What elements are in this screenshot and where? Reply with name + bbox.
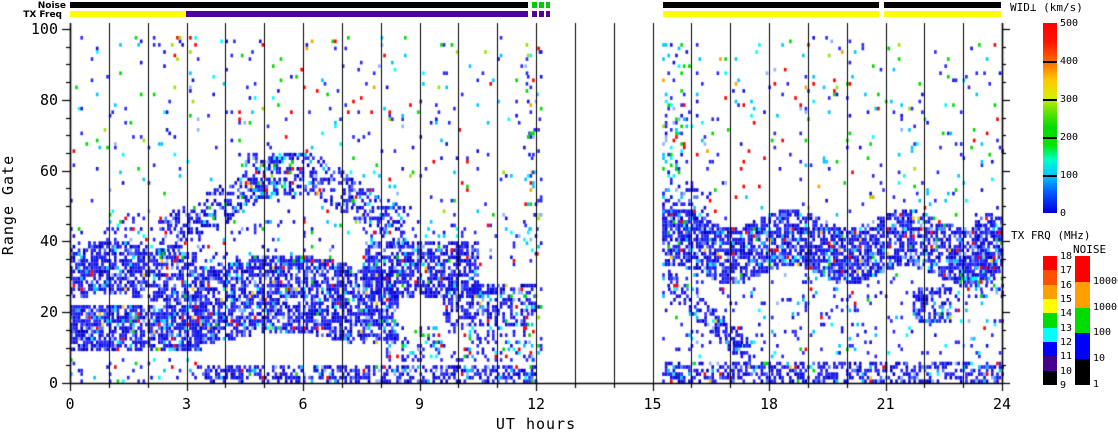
noise-colorbar-tick-label: 10: [1093, 353, 1106, 365]
noise-colorbar-tick-label: 10000: [1093, 275, 1118, 287]
txfrq-colorbar-tick-label: 12: [1060, 337, 1073, 348]
txfrq-colorbar-segment: [1043, 299, 1057, 314]
wid-colorbar-tickline: [1043, 137, 1057, 139]
noise-colorbar-segment: [1075, 333, 1090, 360]
x-tick-label: 24: [992, 395, 1012, 413]
noise-bar-segment: [663, 2, 879, 8]
y-tick-label: 80: [39, 90, 58, 109]
wid-colorbar-title: WID⊥ (km/s): [1010, 1, 1083, 14]
txfrq-colorbar-segment: [1043, 270, 1057, 285]
txfrq-colorbar-segment: [1043, 284, 1057, 299]
noise-colorbar-segment: [1075, 256, 1090, 282]
noise-bar-segment: [70, 2, 528, 8]
noise-colorbar-tick-label: 1000: [1093, 301, 1118, 313]
wid-colorbar-tick-label: 300: [1060, 94, 1079, 105]
noise-colorbar-segment: [1075, 281, 1090, 308]
y-tick-label: 20: [39, 303, 58, 322]
x-axis-title: UT hours: [495, 415, 577, 433]
wid-colorbar-tickline: [1043, 175, 1057, 177]
txfrq-colorbar-tick-label: 18: [1060, 251, 1073, 262]
wid-colorbar-tickline: [1043, 61, 1057, 63]
noise-bar-segment: [546, 2, 550, 8]
txfrq-colorbar-segment: [1043, 342, 1057, 357]
txfreq-bar-label: TX Freq: [23, 10, 62, 20]
txfreq-bar-segment: [532, 11, 537, 17]
y-tick-label: 100: [30, 20, 58, 38]
txfrq-colorbar: [1043, 256, 1057, 385]
x-tick-label: 6: [298, 395, 308, 413]
wid-colorbar-tick-label: 400: [1060, 56, 1079, 67]
x-tick-label: 0: [65, 395, 75, 413]
txfreq-bar-segment: [539, 11, 544, 17]
txfrq-colorbar-title: TX FRQ (MHz): [1011, 229, 1091, 242]
txfreq-bar-segment: [663, 11, 879, 17]
txfrq-colorbar-segment: [1043, 370, 1057, 385]
y-tick-label: 40: [39, 232, 58, 251]
txfreq-bar-segment: [186, 11, 528, 17]
y-tick-label: 0: [48, 374, 58, 392]
wid-colorbar-tick-label: 500: [1060, 18, 1079, 29]
txfrq-colorbar-tick-label: 16: [1060, 279, 1073, 291]
txfrq-colorbar-tick-label: 14: [1060, 308, 1073, 320]
txfrq-colorbar-tick-label: 11: [1060, 351, 1073, 363]
noise-colorbar-title: NOISE: [1073, 243, 1107, 256]
noise-colorbar: [1075, 256, 1090, 385]
noise-bar-label: Noise: [37, 1, 66, 11]
txfrq-colorbar-segment: [1043, 356, 1057, 371]
wid-colorbar-tick-label: 0: [1060, 208, 1067, 219]
wid-colorbar: [1043, 23, 1057, 213]
noise-colorbar-segment: [1075, 307, 1090, 334]
x-tick-label: 12: [526, 395, 546, 413]
noise-bar-segment: [884, 2, 1001, 8]
wid-colorbar-tick-label: 200: [1060, 132, 1079, 143]
txfrq-colorbar-segment: [1043, 327, 1057, 342]
txfreq-bar-segment: [70, 11, 186, 17]
wid-colorbar-tickline: [1043, 99, 1057, 101]
noise-colorbar-segment: [1075, 359, 1090, 385]
txfreq-bar-segment: [884, 11, 1001, 17]
x-tick-label: 21: [876, 395, 895, 413]
noise-bar-segment: [532, 2, 537, 8]
x-tick-label: 15: [643, 395, 662, 413]
noise-bar-segment: [539, 2, 544, 8]
wid-colorbar-tick-label: 100: [1060, 170, 1079, 181]
txfrq-colorbar-tick-label: 10: [1060, 365, 1073, 377]
y-axis-title: Range Gate: [0, 154, 17, 256]
txfrq-colorbar-tick-label: 15: [1060, 294, 1073, 305]
txfrq-colorbar-tick-label: 17: [1060, 265, 1073, 277]
x-tick-label: 3: [181, 395, 192, 413]
txfrq-colorbar-tick-label: 9: [1060, 380, 1067, 391]
x-tick-label: 18: [759, 395, 779, 413]
txfrq-colorbar-tick-label: 13: [1060, 322, 1073, 334]
noise-colorbar-tick-label: 100: [1093, 327, 1112, 339]
noise-colorbar-tick-label: 1: [1093, 379, 1100, 390]
x-tick-label: 9: [414, 395, 425, 413]
txfreq-bar-segment: [546, 11, 550, 17]
y-tick-label: 60: [39, 161, 58, 180]
txfrq-colorbar-segment: [1043, 313, 1057, 328]
txfrq-colorbar-segment: [1043, 256, 1057, 271]
